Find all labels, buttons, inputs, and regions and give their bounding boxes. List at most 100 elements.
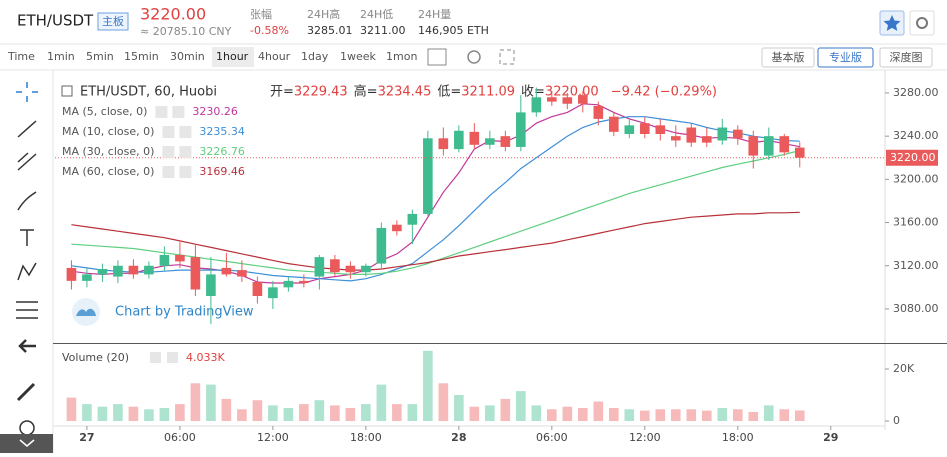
ma-legend-value: 3226.76 bbox=[199, 145, 245, 158]
ma-close[interactable] bbox=[179, 146, 192, 158]
volume-bar bbox=[531, 405, 542, 422]
interval[interactable]: 4hour bbox=[258, 50, 291, 63]
ohlc-value: 3234.45 bbox=[378, 85, 432, 100]
volume-bar bbox=[283, 408, 294, 422]
volume-tick-label: 20K bbox=[893, 362, 915, 375]
stat-value: -0.58% bbox=[250, 24, 289, 37]
pattern-tool[interactable] bbox=[17, 262, 37, 281]
view-button[interactable] bbox=[879, 47, 933, 68]
volume-bar bbox=[562, 406, 573, 422]
candle-body bbox=[144, 265, 154, 275]
ma-legend-value: 3169.46 bbox=[199, 165, 245, 178]
ma-legend-name: MA (5, close, 0) bbox=[62, 105, 147, 118]
settings[interactable] bbox=[909, 10, 935, 36]
stat-label: 24H高 bbox=[307, 7, 340, 21]
y-tick-label: 3160.00 bbox=[893, 216, 939, 229]
volume-bar bbox=[97, 406, 108, 422]
interval[interactable]: 15min bbox=[124, 50, 159, 63]
interval[interactable]: 1hour bbox=[216, 50, 249, 63]
volume-bar bbox=[144, 409, 154, 422]
view-button[interactable] bbox=[817, 47, 874, 68]
back-tool[interactable] bbox=[18, 339, 36, 353]
volume-bar bbox=[221, 398, 232, 422]
candle-body bbox=[500, 136, 511, 147]
volume-bar bbox=[423, 350, 433, 422]
watermark: Chart by TradingView bbox=[115, 305, 254, 320]
cny: ≈ 20785.10 CNY bbox=[140, 25, 232, 38]
volume-bar bbox=[190, 383, 201, 422]
indicator-icon[interactable] bbox=[427, 48, 447, 66]
ma-close[interactable] bbox=[179, 166, 192, 178]
candle-body bbox=[237, 270, 247, 277]
volume-bar bbox=[655, 409, 666, 422]
candle-body bbox=[655, 125, 666, 134]
ruler-tool[interactable] bbox=[16, 382, 36, 402]
ma-close[interactable] bbox=[172, 106, 185, 118]
volume-bar bbox=[237, 409, 247, 422]
interval[interactable]: 5min bbox=[86, 50, 114, 63]
stat-value: 3211.00 bbox=[360, 24, 406, 37]
volume-bar bbox=[345, 408, 356, 422]
candle-body bbox=[159, 254, 170, 266]
ma-legend-name: MA (60, close, 0) bbox=[62, 165, 154, 178]
brush-tool[interactable] bbox=[17, 191, 37, 211]
interval[interactable]: 30min bbox=[170, 50, 205, 63]
volume-bar bbox=[314, 400, 325, 422]
stat-label: 24H量 bbox=[418, 8, 451, 21]
y-tick-label: 3080.00 bbox=[893, 302, 939, 315]
ma-legend-name: MA (30, close, 0) bbox=[62, 145, 154, 158]
volume-bar bbox=[330, 405, 340, 422]
candle-body bbox=[469, 131, 480, 145]
candle-body bbox=[547, 97, 557, 102]
y-tick-label: 3240.00 bbox=[893, 129, 939, 142]
fib-tool[interactable] bbox=[17, 152, 37, 171]
interval[interactable]: 1week bbox=[340, 50, 377, 63]
ma-line bbox=[71, 211, 800, 271]
ma-settings[interactable] bbox=[162, 166, 175, 178]
candle-body bbox=[763, 136, 774, 156]
view-label: 专业版 bbox=[829, 50, 862, 64]
ohlc-label: 收= bbox=[521, 85, 545, 100]
ma-settings[interactable] bbox=[162, 126, 175, 138]
interval-active-bg bbox=[212, 47, 254, 67]
candle-body bbox=[97, 268, 108, 275]
volume-bar bbox=[128, 406, 139, 422]
volume-settings[interactable] bbox=[150, 352, 161, 363]
chart-title: ETH/USDT, 60, Huobi bbox=[80, 85, 217, 100]
price: 3220.00 bbox=[140, 5, 206, 24]
candle-body bbox=[113, 265, 123, 277]
interval[interactable]: Time bbox=[7, 50, 35, 63]
settings-icon[interactable] bbox=[467, 50, 481, 64]
candle-body bbox=[190, 257, 201, 290]
volume-bar bbox=[438, 383, 449, 422]
ma-settings[interactable] bbox=[162, 146, 175, 158]
stat-label: 24H低 bbox=[360, 8, 393, 21]
candle-body bbox=[779, 136, 790, 153]
collapse-legend[interactable] bbox=[61, 85, 73, 97]
ohlc-label: 开= bbox=[270, 85, 294, 100]
candle-body bbox=[175, 254, 185, 262]
crosshair-tool[interactable] bbox=[16, 82, 38, 102]
last-price-label: 3220.00 bbox=[890, 151, 936, 164]
ma-close[interactable] bbox=[179, 126, 192, 138]
candle-body bbox=[345, 265, 356, 273]
y-tick-label: 3280.00 bbox=[893, 86, 939, 99]
fullscreen-icon[interactable] bbox=[499, 49, 515, 65]
volume-bar bbox=[361, 404, 371, 422]
volume-close[interactable] bbox=[167, 352, 178, 363]
volume-bar bbox=[206, 384, 216, 422]
interval[interactable]: 1mon bbox=[386, 50, 417, 63]
text-tool[interactable] bbox=[20, 229, 34, 246]
candle-body bbox=[423, 138, 433, 214]
line-tool[interactable] bbox=[17, 120, 37, 138]
candle-body bbox=[717, 127, 728, 141]
prediction-tool[interactable] bbox=[16, 301, 38, 319]
collapse-button[interactable] bbox=[0, 434, 53, 453]
interval[interactable]: 1day bbox=[301, 50, 329, 63]
view-button[interactable] bbox=[761, 47, 815, 68]
x-tick-label: 18:00 bbox=[722, 431, 754, 444]
interval[interactable]: 1min bbox=[47, 50, 75, 63]
ma-settings[interactable] bbox=[155, 106, 168, 118]
x-tick-label: 28 bbox=[451, 431, 466, 444]
candle-body bbox=[128, 265, 139, 275]
